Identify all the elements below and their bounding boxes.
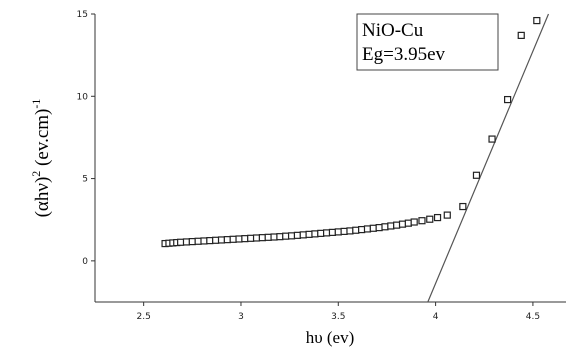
legend: NiO-Cu Eg=3.95ev — [356, 13, 499, 71]
data-point — [317, 229, 325, 237]
data-point — [194, 237, 202, 245]
data-point — [241, 235, 249, 243]
x-ticks: 2.5 3 3.5 4 4.5 — [136, 302, 540, 322]
data-point — [212, 236, 220, 244]
data-point — [276, 233, 284, 241]
data-point — [264, 233, 272, 241]
y-axis-label-main: (αhν) — [32, 177, 53, 218]
data-point — [182, 238, 191, 246]
data-point — [404, 219, 412, 227]
data-point — [387, 222, 395, 230]
data-point — [293, 231, 302, 239]
data-point — [229, 235, 237, 243]
data-point — [433, 213, 442, 222]
data-point — [223, 236, 231, 244]
y-tick-label: 15 — [77, 10, 88, 20]
fit-layer — [427, 13, 550, 303]
data-point — [533, 16, 541, 25]
data-points — [161, 16, 541, 248]
data-point — [252, 234, 261, 242]
data-point — [217, 236, 226, 244]
y-ticks: 0 5 10 15 — [77, 10, 95, 267]
data-point — [504, 95, 512, 104]
data-point — [375, 224, 383, 232]
data-point — [398, 220, 407, 228]
data-point — [410, 218, 418, 226]
y-axis-label-sup2: -1 — [29, 99, 43, 109]
data-point — [235, 235, 243, 243]
data-point — [340, 227, 348, 235]
data-point — [311, 230, 319, 238]
legend-box — [356, 13, 499, 71]
data-point — [352, 226, 360, 234]
data-point — [305, 230, 313, 238]
data-point — [328, 228, 337, 236]
data-point — [443, 211, 451, 219]
data-point — [517, 31, 525, 39]
data-point — [346, 227, 354, 235]
data-point — [369, 224, 377, 232]
data-point — [247, 234, 255, 242]
data-point — [287, 232, 296, 240]
legend-line-2: Eg=3.95ev — [362, 44, 446, 65]
data-point — [206, 237, 214, 245]
data-point — [258, 234, 266, 242]
data-point — [299, 231, 307, 239]
x-axis-label: hυ (ev) — [306, 328, 355, 347]
plot-frame — [94, 14, 566, 303]
data-point — [418, 217, 426, 225]
x-tick-label: 2.5 — [136, 312, 150, 322]
data-point — [459, 202, 467, 211]
y-tick-label: 5 — [82, 175, 88, 185]
legend-line-1: NiO-Cu — [362, 20, 424, 41]
data-point — [334, 228, 342, 236]
y-axis-label-mid: (ev.cm) — [32, 109, 53, 171]
fit-line — [427, 13, 550, 303]
data-point — [358, 225, 366, 234]
data-point — [200, 237, 208, 245]
y-axis-label-sup1: 2 — [29, 171, 43, 177]
data-point — [381, 223, 389, 231]
data-point — [363, 225, 372, 233]
x-tick-label: 3 — [238, 312, 244, 322]
x-tick-label: 4 — [433, 312, 439, 322]
data-point — [270, 233, 278, 241]
data-point — [472, 171, 481, 179]
data-point — [488, 135, 496, 143]
y-axis-label: (αhν)2 (ev.cm)-1 — [29, 99, 53, 218]
x-tick-label: 4.5 — [526, 312, 540, 322]
data-point — [177, 238, 185, 246]
y-tick-label: 10 — [77, 92, 89, 102]
y-tick-label: 0 — [82, 257, 88, 267]
data-point — [323, 229, 331, 237]
data-point — [426, 215, 434, 223]
x-tick-label: 3.5 — [331, 312, 345, 322]
data-point — [393, 221, 401, 229]
data-point — [282, 232, 290, 240]
data-point — [188, 238, 196, 246]
